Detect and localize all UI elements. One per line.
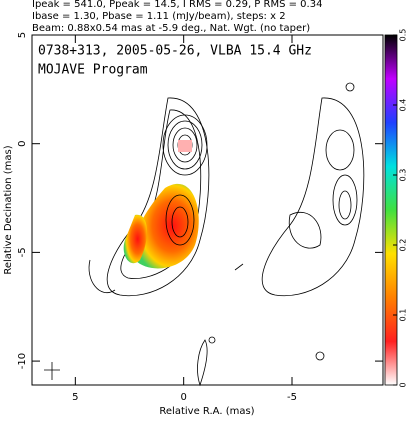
header-line: Beam: 0.88x0.54 mas at -5.9 deg., Nat. W…	[32, 23, 310, 34]
map-title: 0738+313, 2005-05-26, VLBA 15.4 GHz	[38, 44, 312, 59]
contours-right	[234, 82, 365, 361]
header-line: Ipeak = 541.0, Ppeak = 14.5, I RMS = 0.2…	[32, 0, 322, 10]
y-tick-label: 5	[17, 32, 28, 38]
map-subtitle: MOJAVE Program	[38, 63, 148, 78]
y-axis-label: Relative Decination (mas)	[3, 145, 14, 274]
colorbar-tick-label: 0.3	[399, 169, 408, 182]
y-tick-label: -5	[17, 247, 28, 257]
x-tick-label: 5	[72, 392, 78, 403]
colorbar-tick-label: 0.4	[399, 99, 408, 112]
contours-left	[88, 97, 216, 387]
x-axis-label: Relative R.A. (mas)	[159, 406, 254, 417]
header-line: Ibase = 1.30, Pbase = 1.11 (mJy/beam), s…	[32, 11, 286, 22]
colorbar-tick-label: 0.1	[399, 309, 408, 322]
y-tick-label: 0	[17, 141, 28, 147]
colorbar-tick-label: 0.2	[399, 239, 408, 252]
plot-frame	[31, 34, 384, 386]
y-tick-label: -10	[17, 353, 28, 369]
colorbar-tick-label: 0.5	[399, 29, 408, 42]
x-tick-label: 0	[180, 392, 186, 403]
beam-marker	[44, 362, 60, 380]
x-tick-label: -5	[287, 392, 297, 403]
colorbar	[384, 34, 398, 386]
colorbar-tick-label: 0	[399, 382, 408, 387]
